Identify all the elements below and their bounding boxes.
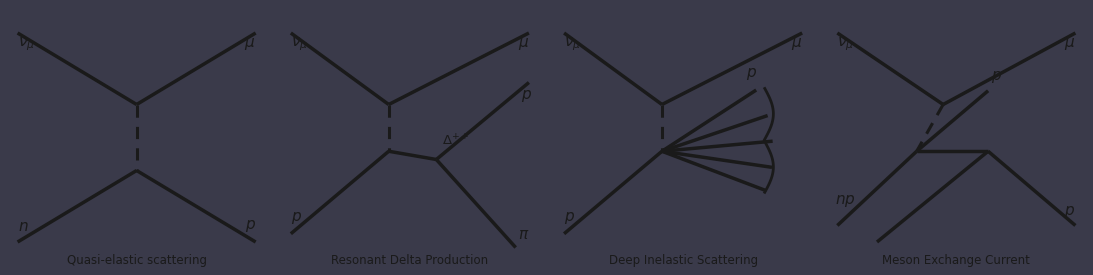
Text: $\mu$: $\mu$ bbox=[791, 36, 802, 52]
Text: $\mu$: $\mu$ bbox=[518, 36, 529, 52]
Text: Resonant Delta Production: Resonant Delta Production bbox=[331, 254, 489, 267]
Text: $\nu_\mu$: $\nu_\mu$ bbox=[564, 36, 580, 53]
Text: $\nu_\mu$: $\nu_\mu$ bbox=[837, 36, 854, 53]
Text: $p$: $p$ bbox=[745, 66, 756, 82]
Text: $\Delta^{++}$: $\Delta^{++}$ bbox=[442, 133, 469, 148]
Text: $\nu_\mu$: $\nu_\mu$ bbox=[291, 36, 307, 53]
Text: $\mu$: $\mu$ bbox=[1065, 36, 1076, 52]
Text: $\mu$: $\mu$ bbox=[245, 36, 256, 52]
Text: $np$: $np$ bbox=[835, 193, 856, 209]
Text: $\pi$: $\pi$ bbox=[518, 227, 530, 242]
Text: $p$: $p$ bbox=[520, 88, 531, 104]
Text: $p$: $p$ bbox=[245, 218, 256, 234]
Text: Meson Exchange Current: Meson Exchange Current bbox=[882, 254, 1031, 267]
Text: Quasi-elastic scattering: Quasi-elastic scattering bbox=[67, 254, 207, 267]
Text: $p$: $p$ bbox=[564, 210, 575, 226]
Text: $\nu_\mu$: $\nu_\mu$ bbox=[17, 36, 34, 53]
Text: $n$: $n$ bbox=[17, 219, 28, 234]
Text: Deep Inelastic Scattering: Deep Inelastic Scattering bbox=[609, 254, 757, 267]
Text: $p$: $p$ bbox=[1065, 204, 1076, 220]
Text: $p$: $p$ bbox=[990, 69, 1002, 85]
Text: $p$: $p$ bbox=[291, 210, 302, 226]
